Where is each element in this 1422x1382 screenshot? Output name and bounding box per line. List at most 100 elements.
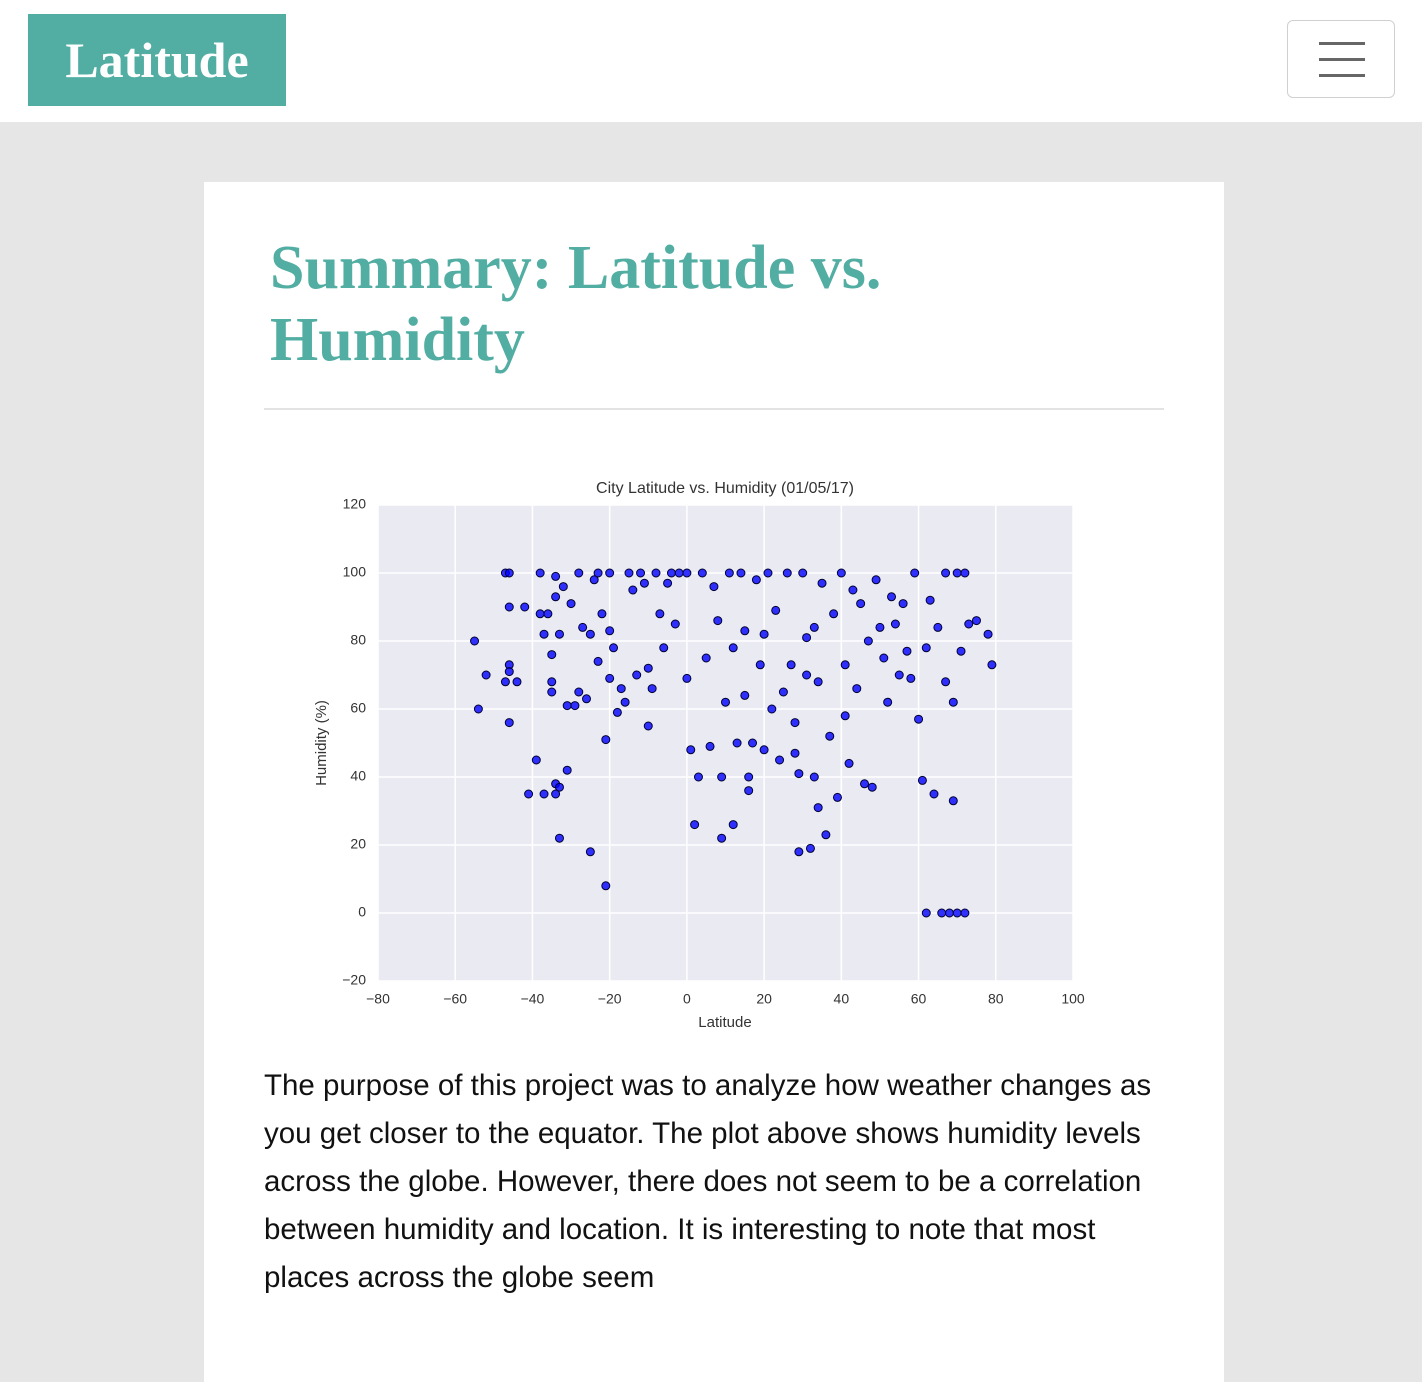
scatter-point (609, 643, 619, 653)
scatter-point (952, 908, 962, 918)
scatter-point (798, 568, 808, 578)
scatter-point (790, 718, 800, 728)
scatter-point (879, 653, 889, 663)
scatter-point (643, 721, 653, 731)
scatter-point (558, 582, 568, 592)
scatter-point (601, 735, 611, 745)
scatter-point (593, 656, 603, 666)
scatter-point (674, 568, 684, 578)
x-tick-label: 60 (911, 991, 927, 1007)
scatter-point (601, 881, 611, 891)
menu-icon-bar (1319, 42, 1365, 45)
scatter-point (504, 568, 514, 578)
menu-button[interactable] (1287, 20, 1395, 98)
scatter-point (813, 677, 823, 687)
x-tick-label: 0 (683, 991, 691, 1007)
scatter-point (616, 684, 626, 694)
scatter-point (585, 629, 595, 639)
scatter-point (539, 789, 549, 799)
scatter-point (717, 833, 727, 843)
scatter-point (663, 578, 673, 588)
scatter-point (740, 690, 750, 700)
scatter-point (732, 738, 742, 748)
navbar: Latitude (0, 0, 1422, 122)
scatter-point (840, 660, 850, 670)
x-axis-label: Latitude (698, 1014, 751, 1031)
scatter-point (829, 609, 839, 619)
x-tick-label: 40 (834, 991, 850, 1007)
scatter-point (682, 568, 692, 578)
scatter-point (589, 575, 599, 585)
scatter-point (659, 643, 669, 653)
scatter-point (570, 701, 580, 711)
x-tick-label: 100 (1061, 991, 1085, 1007)
scatter-point (763, 568, 773, 578)
scatter-point (883, 697, 893, 707)
scatter-point (748, 738, 758, 748)
scatter-point (983, 629, 993, 639)
content-card: Summary: Latitude vs. Humidity City Lati… (204, 182, 1224, 1382)
scatter-point (520, 602, 530, 612)
scatter-point (775, 755, 785, 765)
scatter-point (910, 568, 920, 578)
scatter-point (902, 646, 912, 656)
scatter-point (759, 745, 769, 755)
scatter-point (813, 803, 823, 813)
scatter-point (666, 568, 676, 578)
scatter-point (898, 599, 908, 609)
scatter-point (636, 568, 646, 578)
scatter-point (805, 843, 815, 853)
scatter-point (709, 582, 719, 592)
y-tick-label: 20 (350, 836, 366, 852)
scatter-point (809, 772, 819, 782)
scatter-point (582, 694, 591, 704)
chart: City Latitude vs. Humidity (01/05/17) La… (313, 480, 1085, 1031)
scatter-point (848, 585, 858, 595)
scatter-point (952, 568, 962, 578)
scatter-point (543, 609, 553, 619)
scatter-point (547, 687, 557, 697)
scatter-point (670, 619, 680, 629)
scatter-point (944, 908, 954, 918)
scatter-point (647, 684, 657, 694)
scatter-point (863, 636, 873, 646)
scatter-point (605, 626, 615, 636)
scatter-point (937, 908, 947, 918)
scatter-point (524, 789, 534, 799)
scatter-point (751, 575, 761, 585)
scatter-point (890, 619, 900, 629)
scatter-point (941, 568, 951, 578)
scatter-point (771, 605, 781, 615)
scatter-point (960, 908, 970, 918)
scatter-point (786, 660, 796, 670)
scatter-point (778, 687, 788, 697)
scatter-point (551, 571, 561, 581)
scatter-point (605, 673, 615, 683)
x-tick-label: −80 (366, 991, 390, 1007)
article-paragraph: The purpose of this project was to analy… (264, 1069, 1152, 1294)
x-tick-label: 80 (988, 991, 1004, 1007)
scatter-point (597, 609, 607, 619)
scatter-point (960, 568, 970, 578)
scatter-point (551, 592, 561, 602)
y-tick-label: 100 (343, 564, 367, 580)
scatter-point (705, 741, 715, 751)
scatter-point (655, 609, 665, 619)
scatter-point (721, 697, 730, 707)
scatter-point (713, 616, 723, 626)
scatter-point (933, 622, 943, 632)
x-tick-label: −60 (443, 991, 467, 1007)
scatter-point (921, 908, 931, 918)
scatter-point (875, 622, 885, 632)
scatter-point (925, 595, 935, 605)
scatter-point (817, 578, 827, 588)
brand-link[interactable]: Latitude (28, 14, 286, 106)
scatter-point (802, 633, 812, 643)
scatter-point (941, 677, 951, 687)
scatter-point (547, 650, 557, 660)
y-tick-label: 80 (350, 632, 366, 648)
scatter-point (500, 677, 510, 687)
scatter-point (840, 711, 850, 721)
scatter-point (562, 701, 572, 711)
